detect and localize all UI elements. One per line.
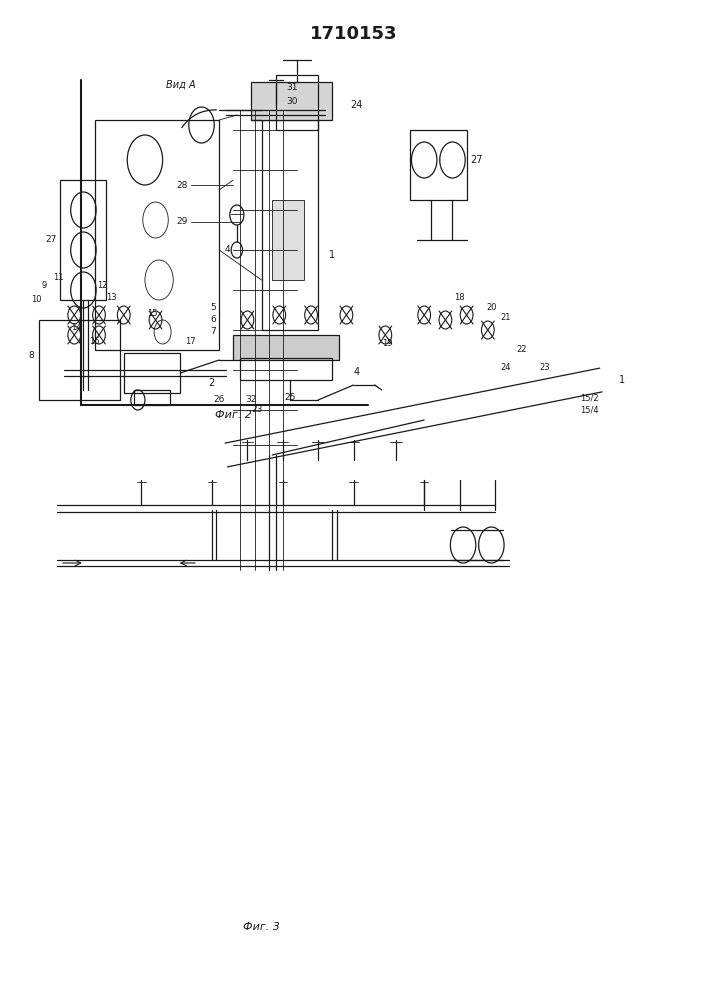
Bar bbox=[262, 120, 318, 330]
Text: 1710153: 1710153 bbox=[310, 25, 397, 43]
Text: Вид А: Вид А bbox=[166, 80, 196, 90]
Text: 24: 24 bbox=[350, 100, 363, 110]
Text: 21: 21 bbox=[501, 312, 510, 322]
Text: 16: 16 bbox=[88, 338, 100, 347]
Text: 23: 23 bbox=[539, 363, 550, 372]
Bar bbox=[276, 75, 318, 130]
Text: 10: 10 bbox=[32, 296, 42, 304]
Text: 7: 7 bbox=[210, 328, 216, 336]
Text: 12: 12 bbox=[98, 282, 107, 290]
Text: 6: 6 bbox=[210, 316, 216, 324]
Text: 1: 1 bbox=[329, 250, 335, 260]
Text: 19: 19 bbox=[382, 338, 392, 348]
Bar bbox=[124, 353, 180, 393]
Text: 20: 20 bbox=[486, 302, 496, 312]
Text: 15/2: 15/2 bbox=[580, 393, 598, 402]
Bar bbox=[95, 120, 219, 350]
Text: 28: 28 bbox=[176, 180, 187, 190]
Text: 27: 27 bbox=[45, 235, 57, 244]
Text: 9: 9 bbox=[42, 282, 47, 290]
Bar bbox=[251, 82, 332, 120]
Bar bbox=[39, 320, 120, 400]
Text: 15: 15 bbox=[147, 308, 157, 318]
Text: Фиг. 3: Фиг. 3 bbox=[243, 922, 280, 932]
Text: 25: 25 bbox=[284, 393, 296, 402]
Text: 31: 31 bbox=[286, 84, 298, 93]
Text: 8: 8 bbox=[28, 351, 34, 360]
Text: 1: 1 bbox=[619, 375, 625, 385]
Text: 22: 22 bbox=[517, 346, 527, 355]
Bar bbox=[272, 200, 304, 280]
Text: 4: 4 bbox=[354, 367, 360, 377]
Text: 4: 4 bbox=[224, 245, 230, 254]
Text: 27: 27 bbox=[470, 155, 483, 165]
Bar bbox=[134, 390, 170, 405]
Text: 15/4: 15/4 bbox=[580, 406, 598, 414]
Text: 14: 14 bbox=[71, 324, 81, 332]
Text: 17: 17 bbox=[185, 338, 197, 347]
Bar bbox=[233, 335, 339, 360]
Text: 2: 2 bbox=[209, 378, 215, 388]
Bar bbox=[60, 180, 106, 300]
Text: 32: 32 bbox=[245, 395, 257, 404]
Text: 23: 23 bbox=[251, 406, 262, 414]
Text: 24: 24 bbox=[501, 363, 510, 372]
Text: Фиг. 2: Фиг. 2 bbox=[215, 410, 252, 420]
Bar bbox=[240, 358, 332, 380]
Text: 13: 13 bbox=[106, 294, 117, 302]
Text: 11: 11 bbox=[53, 273, 63, 282]
Text: 29: 29 bbox=[176, 218, 187, 227]
Text: 5: 5 bbox=[210, 302, 216, 312]
Bar bbox=[410, 130, 467, 200]
Text: 26: 26 bbox=[214, 395, 225, 404]
Text: 18: 18 bbox=[454, 292, 465, 302]
Text: 30: 30 bbox=[286, 98, 298, 106]
